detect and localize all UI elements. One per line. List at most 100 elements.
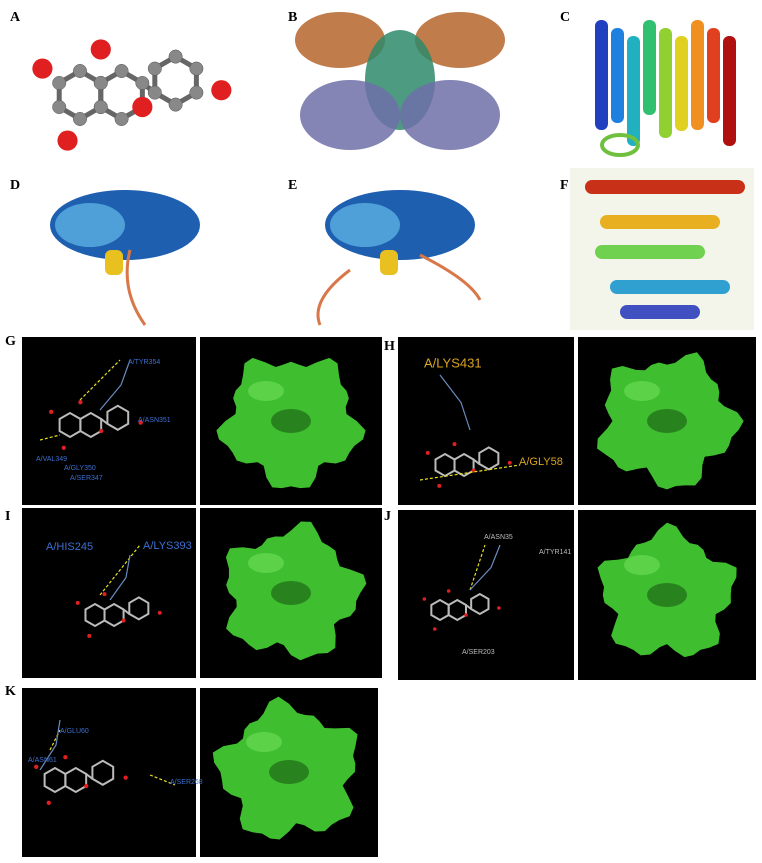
atom (168, 49, 183, 64)
panel-letter: D (10, 178, 20, 193)
residue-stick (439, 374, 471, 431)
surface-highlight (624, 381, 660, 401)
atom (168, 97, 183, 112)
panel-letter: H (384, 339, 395, 354)
residue-stick (39, 719, 61, 771)
panel-letter: F (560, 178, 569, 193)
panel-letter: K (5, 684, 16, 699)
residue-label: A/LYS393 (143, 540, 192, 552)
atom (114, 64, 129, 78)
helix (585, 180, 745, 194)
ring (478, 446, 500, 471)
hydrogen-bond (99, 544, 141, 596)
atom (135, 76, 150, 90)
oxygen (425, 450, 430, 455)
helix (380, 250, 398, 275)
oxygen (437, 483, 442, 488)
helix (707, 28, 720, 123)
panel-letter: J (384, 509, 391, 524)
oxygen (63, 755, 68, 760)
residue-stick (469, 544, 501, 591)
panel-letter: G (5, 334, 16, 349)
protein (55, 203, 125, 247)
oxygen (61, 445, 66, 450)
docking-panel (22, 337, 196, 505)
surface-highlight (248, 553, 284, 573)
atom (52, 76, 67, 90)
oxygen (46, 800, 51, 805)
residue-label: A/VAL349 (36, 456, 67, 463)
oxygen (507, 460, 512, 465)
oxygen (422, 597, 427, 601)
hydrogen-bond (469, 544, 486, 591)
oxygen (75, 600, 80, 605)
ring (106, 404, 130, 431)
oxygen (211, 80, 232, 101)
oxygen (102, 592, 107, 597)
atom (73, 64, 87, 78)
atom (114, 112, 129, 126)
residue-label: A/GLY350 (64, 465, 96, 472)
residue-label: A/GLU60 (60, 728, 89, 735)
atom (52, 100, 67, 114)
oxygen (34, 764, 39, 769)
protein (330, 203, 400, 247)
helix (675, 36, 688, 131)
panel-letter: C (560, 10, 570, 25)
panel-letter: B (288, 10, 297, 25)
protein-domain (300, 80, 400, 150)
atom (147, 85, 162, 100)
oxygen (446, 589, 451, 593)
helix (600, 215, 720, 229)
helix (659, 28, 672, 138)
hydrogen-bond (149, 774, 176, 786)
hydrogen-bond (49, 729, 61, 751)
oxygen (452, 442, 457, 447)
surface-pocket (271, 409, 311, 433)
bond (85, 773, 94, 780)
oxygen (433, 627, 437, 631)
oxygen (123, 775, 128, 780)
residue-label: A/GLY58 (519, 456, 563, 468)
residue-stick (109, 554, 131, 601)
residue-label: A/SER268 (170, 779, 203, 786)
oxygen (157, 610, 162, 615)
oxygen (464, 613, 468, 617)
residue-label: A/LYS431 (424, 355, 482, 370)
atom (93, 100, 108, 114)
ring (470, 592, 490, 616)
surface-pocket (271, 581, 311, 605)
helix (643, 20, 656, 115)
protein-domain (295, 12, 385, 68)
docking-panel (398, 510, 574, 680)
panel-letter: I (5, 509, 10, 524)
surface-highlight (624, 555, 660, 575)
helix (611, 28, 624, 123)
surface-highlight (246, 732, 282, 752)
helix (105, 250, 123, 275)
atom (189, 85, 204, 100)
panel-letter: E (288, 178, 297, 193)
oxygen (87, 633, 92, 638)
oxygen (49, 409, 54, 414)
helix (627, 36, 640, 146)
surface-pocket (269, 760, 309, 784)
atom (147, 61, 162, 76)
helix (691, 20, 704, 130)
residue-label: A/ASN61 (28, 757, 57, 764)
helix (620, 305, 700, 319)
residue-label: A/SER347 (70, 475, 103, 482)
residue-label: A/ASN35 (484, 534, 513, 541)
atom (73, 112, 87, 126)
surface-pocket (647, 583, 687, 607)
hydrogen-bond (419, 464, 521, 481)
oxygen (138, 420, 143, 425)
helix (595, 245, 705, 259)
oxygen (132, 96, 153, 118)
oxygen (78, 400, 83, 405)
bond (100, 418, 109, 425)
oxygen (84, 783, 89, 789)
oxygen (497, 606, 501, 610)
panel-letter: A (10, 10, 21, 25)
